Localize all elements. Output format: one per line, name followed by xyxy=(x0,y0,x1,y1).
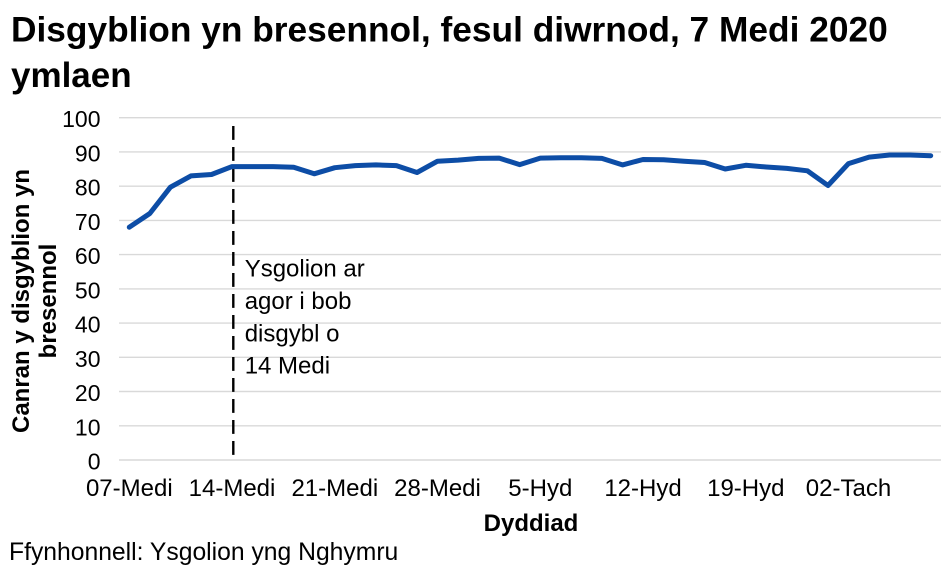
svg-text:100: 100 xyxy=(62,106,100,132)
svg-text:30: 30 xyxy=(75,346,101,372)
svg-text:02-Tach: 02-Tach xyxy=(806,475,891,502)
svg-text:70: 70 xyxy=(75,209,101,235)
svg-text:10: 10 xyxy=(75,414,101,440)
svg-text:19-Hyd: 19-Hyd xyxy=(707,475,784,502)
svg-text:28-Medi: 28-Medi xyxy=(394,475,481,502)
svg-text:0: 0 xyxy=(88,449,101,475)
svg-text:50: 50 xyxy=(75,277,101,303)
svg-text:40: 40 xyxy=(75,312,101,338)
svg-text:21-Medi: 21-Medi xyxy=(291,475,378,502)
svg-text:bresennol: bresennol xyxy=(35,244,62,359)
svg-text:Disgyblion yn bresennol, fesul: Disgyblion yn bresennol, fesul diwrnod, … xyxy=(11,11,888,50)
svg-text:14-Medi: 14-Medi xyxy=(189,475,276,502)
svg-text:Dyddiad: Dyddiad xyxy=(484,510,579,537)
svg-text:5-Hyd: 5-Hyd xyxy=(508,475,572,502)
svg-text:Ysgolion ar: Ysgolion ar xyxy=(245,256,365,283)
svg-text:Ffynhonnell: Ysgolion yng Nghy: Ffynhonnell: Ysgolion yng Nghymru xyxy=(9,539,398,566)
svg-text:80: 80 xyxy=(75,175,101,201)
svg-text:agor i bob: agor i bob xyxy=(245,288,352,315)
svg-text:12-Hyd: 12-Hyd xyxy=(604,475,681,502)
svg-text:ymlaen: ymlaen xyxy=(11,56,132,95)
svg-text:07-Medi: 07-Medi xyxy=(86,475,173,502)
svg-text:20: 20 xyxy=(75,380,101,406)
svg-text:90: 90 xyxy=(75,140,101,166)
svg-text:14 Medi: 14 Medi xyxy=(245,353,330,380)
svg-text:Canran y disgyblion yn: Canran y disgyblion yn xyxy=(8,169,35,433)
svg-text:disgybl o: disgybl o xyxy=(245,320,340,347)
svg-text:60: 60 xyxy=(75,243,101,269)
